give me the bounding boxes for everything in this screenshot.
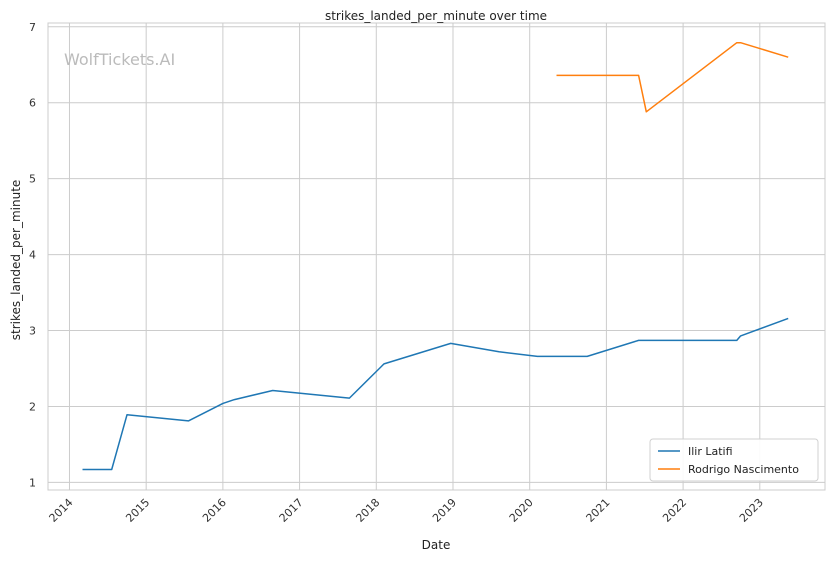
legend-box <box>649 438 819 482</box>
y-tick-label: 3 <box>29 325 36 338</box>
series-line <box>556 41 789 113</box>
y-tick-label: 4 <box>29 249 36 262</box>
series-line <box>82 317 789 471</box>
y-tick-label: 1 <box>29 476 36 489</box>
legend-label: Ilir Latifi <box>688 445 733 458</box>
plot-frame <box>47 22 826 491</box>
legend-label: Rodrigo Nascimento <box>688 463 799 476</box>
chart-title: strikes_landed_per_minute over time <box>325 9 547 23</box>
grid-lines <box>48 23 825 490</box>
y-tick-label: 2 <box>29 400 36 413</box>
series-layer <box>82 41 789 471</box>
y-tick-labels: 1 2 3 4 5 6 7 <box>29 21 36 490</box>
watermark-text: WolfTickets.AI <box>64 50 175 69</box>
y-tick-label: 7 <box>29 21 36 34</box>
y-tick-label: 5 <box>29 173 36 186</box>
y-tick-label: 6 <box>29 97 36 110</box>
y-axis-label: strikes_landed_per_minute <box>9 180 23 341</box>
legend: Ilir Latifi Rodrigo Nascimento <box>649 438 819 482</box>
x-axis-label: Date <box>422 538 451 552</box>
